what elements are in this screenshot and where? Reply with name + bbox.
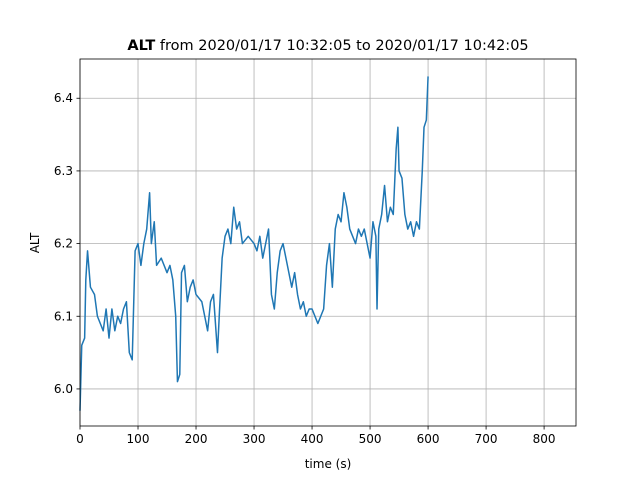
x-tick-label: 0	[76, 432, 84, 446]
y-tick-label: 6.2	[54, 237, 73, 251]
y-tick-label: 6.4	[54, 91, 73, 105]
title-text: from 2020/01/17 10:32:05 to 2020/01/17 1…	[160, 38, 529, 54]
y-tick-label: 6.1	[54, 309, 73, 323]
x-axis-label: time (s)	[305, 457, 352, 471]
x-tick-label: 500	[359, 432, 382, 446]
x-tick-label: 800	[533, 432, 556, 446]
x-tick-label: 700	[475, 432, 498, 446]
y-tick-label: 6.0	[54, 382, 73, 396]
x-tick-label: 300	[243, 432, 266, 446]
data-line	[79, 76, 429, 411]
x-tick-label: 400	[301, 432, 324, 446]
y-tick-label: 6.3	[54, 164, 73, 178]
chart-title: ALT from 2020/01/17 10:32:05 to 2020/01/…	[127, 38, 528, 54]
x-tick-label: 200	[185, 432, 208, 446]
plot-frame	[79, 58, 577, 427]
y-axis-label: ALT	[28, 232, 42, 253]
x-tick-label: 600	[417, 432, 440, 446]
x-tick-label: 100	[127, 432, 150, 446]
title-bold: ALT	[127, 38, 155, 54]
